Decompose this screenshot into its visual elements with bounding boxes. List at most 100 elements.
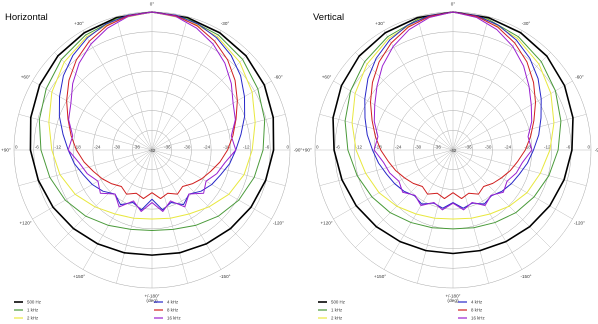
ring-label: -36 xyxy=(133,145,140,150)
grid-spoke xyxy=(452,80,573,151)
ring-label: -24 xyxy=(204,145,211,150)
grid-spoke xyxy=(383,149,454,270)
grid-spoke xyxy=(151,149,286,186)
grid-spoke xyxy=(116,149,153,284)
series-line-4-khz xyxy=(364,11,542,209)
grid-spoke xyxy=(452,114,587,151)
angle-label: 0° xyxy=(150,2,155,7)
chart-title: Vertical xyxy=(313,12,344,23)
ring-label: -24 xyxy=(395,145,402,150)
grid-spoke xyxy=(333,149,454,220)
ring-label: -6 xyxy=(35,145,40,150)
angle-label: -30° xyxy=(221,21,230,26)
ring-label: 0 xyxy=(286,145,289,150)
series-line-1-khz xyxy=(344,11,562,230)
angle-label: -120° xyxy=(273,221,284,226)
angle-label: -60° xyxy=(575,75,584,80)
legend-entry: 8 kHz xyxy=(167,308,178,313)
grid-spoke xyxy=(452,149,573,220)
series-line-8-khz xyxy=(66,11,238,200)
ring-label: -30 xyxy=(184,145,191,150)
ring-label: -36 xyxy=(164,145,171,150)
angle-label: +30° xyxy=(74,21,84,26)
ring-label: -12 xyxy=(243,145,250,150)
angle-label: -120° xyxy=(574,221,585,226)
ring-label: -12 xyxy=(54,145,61,150)
ring-label: -36 xyxy=(465,145,472,150)
grid-spoke xyxy=(452,149,523,270)
legend-entry: 4 kHz xyxy=(167,300,178,305)
grid-spoke xyxy=(151,80,272,151)
legend-entry: 2 kHz xyxy=(331,316,342,321)
series-line-16-khz xyxy=(67,11,237,212)
grid-spoke xyxy=(417,16,454,151)
ring-label: 0 xyxy=(587,145,590,150)
legend-entry: 500 Hz xyxy=(27,300,41,305)
angle-label: +/-180° xyxy=(446,294,461,299)
ring-label: -24 xyxy=(505,145,512,150)
grid-spoke xyxy=(452,52,551,151)
grid-spoke xyxy=(151,149,222,270)
grid-spoke xyxy=(18,149,153,186)
legend: 500 Hz 1 kHz 2 kHz 4 kHz 8 kHz 16 kHz xyxy=(318,300,485,321)
grid-spoke xyxy=(32,80,153,151)
ring-label: -18 xyxy=(375,145,382,150)
grid-spoke xyxy=(151,114,286,151)
grid-spoke xyxy=(452,149,489,284)
ring-label: -18 xyxy=(524,145,531,150)
ring-label: 0 xyxy=(15,145,18,150)
polar-chart-vertical: Vertical 0 0 -6 -6 -12 -12 -18 -18 -24 -24 -30 -30 -3… xyxy=(302,2,598,321)
grid-spoke xyxy=(82,30,153,151)
grid-spoke xyxy=(151,30,222,151)
grid-spoke xyxy=(319,114,454,151)
grid-spoke xyxy=(417,149,454,284)
grid-spoke xyxy=(18,114,153,151)
grid-spoke xyxy=(452,30,523,151)
ring-label: -6 xyxy=(566,145,571,150)
angle-label: 0° xyxy=(451,2,456,7)
grid-spoke xyxy=(333,80,454,151)
ring-label: -24 xyxy=(94,145,101,150)
legend-entry: 1 kHz xyxy=(27,308,38,313)
grid-spoke xyxy=(452,149,551,248)
angle-label: +90° xyxy=(302,148,312,153)
polar-chart-horizontal: Horizontal 0 0 -6 -6 -12 -12 -18 -18 -24 -24 -30 -30… xyxy=(1,2,302,321)
ring-label: -30 xyxy=(415,145,422,150)
legend-entry: 16 kHz xyxy=(471,316,485,321)
angle-label: +30° xyxy=(375,21,385,26)
series-line-4-khz xyxy=(58,11,246,211)
angle-label: -90° xyxy=(595,148,598,153)
series-line-500-hz xyxy=(332,11,574,255)
series-line-16-khz xyxy=(373,11,533,211)
ring-label: -18 xyxy=(74,145,81,150)
series-line-8-khz xyxy=(369,11,537,200)
legend-entry: 2 kHz xyxy=(27,316,38,321)
ring-label: -42 xyxy=(149,148,156,153)
unit-label: (deg) xyxy=(447,298,459,304)
grid-spoke xyxy=(452,16,489,151)
ring-label: -30 xyxy=(485,145,492,150)
ring-label: -12 xyxy=(544,145,551,150)
angle-label: +120° xyxy=(19,221,31,226)
ring-label: -30 xyxy=(114,145,121,150)
angle-label: +150° xyxy=(374,274,386,279)
legend-entry: 1 kHz xyxy=(331,308,342,313)
angle-label: -60° xyxy=(274,75,283,80)
series-line-2-khz xyxy=(351,11,555,220)
polar-grid xyxy=(13,11,291,289)
angle-label: -150° xyxy=(520,274,531,279)
angle-label: -150° xyxy=(219,274,230,279)
angle-label: +150° xyxy=(73,274,85,279)
ring-label: 0 xyxy=(316,145,319,150)
grid-spoke xyxy=(151,52,250,151)
legend-entry: 500 Hz xyxy=(331,300,345,305)
angle-label: -90° xyxy=(294,148,303,153)
grid-spoke xyxy=(151,16,188,151)
ring-label: -36 xyxy=(434,145,441,150)
series-line-500-hz xyxy=(29,11,275,256)
series-line-2-khz xyxy=(48,11,256,220)
legend-entry: 16 kHz xyxy=(167,316,181,321)
grid-spoke xyxy=(54,52,153,151)
unit-label: (deg) xyxy=(146,298,158,304)
